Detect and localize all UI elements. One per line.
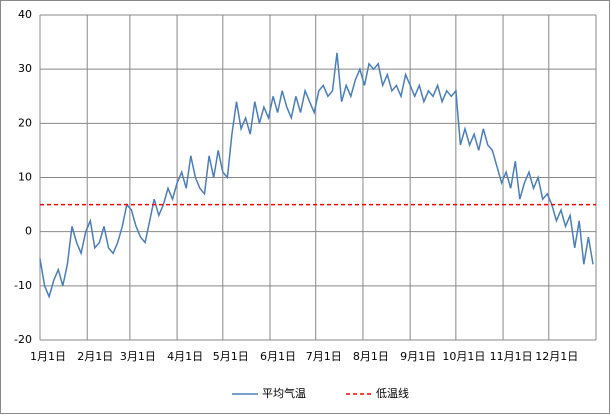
x-tick-label: 11月1日 <box>490 350 533 363</box>
x-tick-label: 8月1日 <box>353 350 389 363</box>
x-tick-label: 12月1日 <box>535 350 578 363</box>
x-tick-label: 4月1日 <box>167 350 203 363</box>
y-tick-label: 20 <box>18 116 32 129</box>
x-tick-label: 10月1日 <box>442 350 485 363</box>
y-tick-label: 0 <box>25 225 32 238</box>
y-tick-label: -20 <box>14 333 32 346</box>
y-tick-label: 10 <box>18 171 32 184</box>
x-tick-label: 9月1日 <box>400 350 436 363</box>
x-tick-label: 2月1日 <box>77 350 113 363</box>
y-tick-label: 30 <box>18 62 32 75</box>
x-tick-label: 5月1日 <box>213 350 249 363</box>
series-line <box>39 52 594 299</box>
x-tick-label: 6月1日 <box>260 350 296 363</box>
y-tick-label: -10 <box>14 279 32 292</box>
legend-label: 低温线 <box>376 386 409 400</box>
legend-label: 平均气温 <box>262 386 306 400</box>
x-tick-label: 7月1日 <box>306 350 342 363</box>
x-tick-label: 1月1日 <box>30 350 66 363</box>
y-tick-label: 40 <box>18 8 32 21</box>
x-tick-label: 3月1日 <box>120 350 156 363</box>
